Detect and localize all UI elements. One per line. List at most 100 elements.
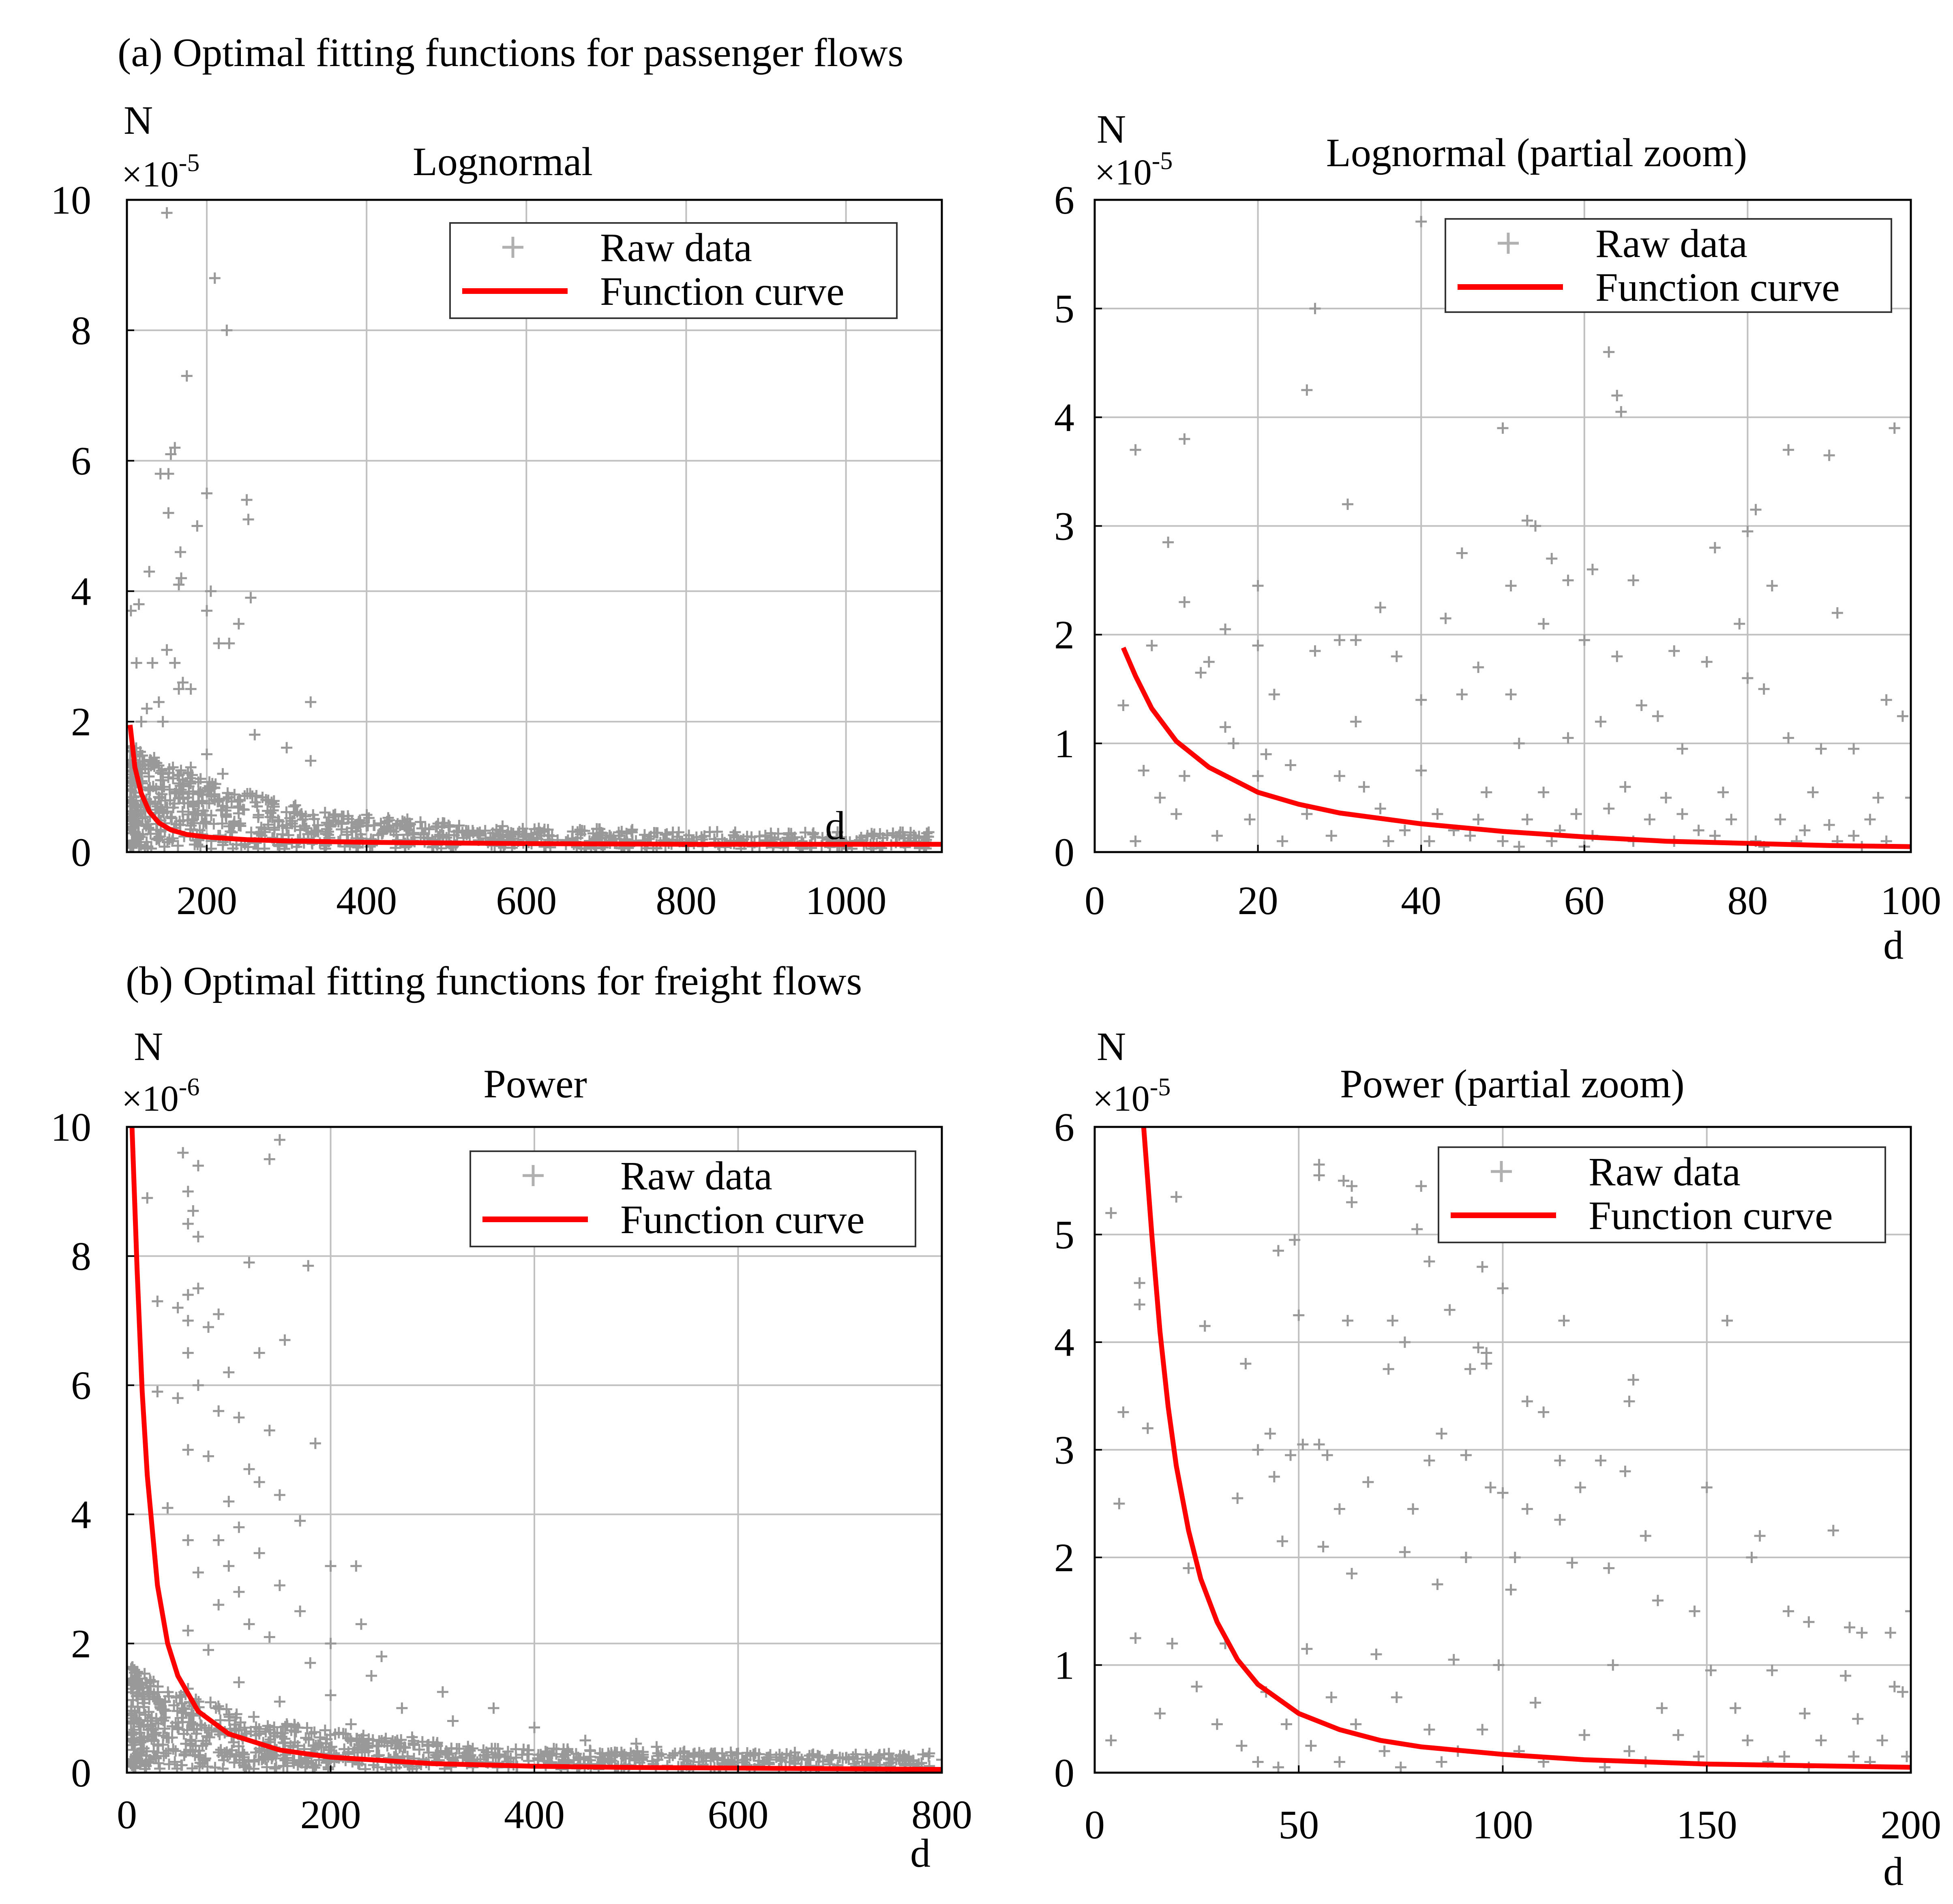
data-point [1783, 732, 1794, 744]
data-point [177, 1147, 189, 1159]
data-point [272, 814, 284, 826]
data-point [1497, 422, 1509, 434]
data-point [319, 807, 331, 818]
data-point [808, 827, 819, 839]
data-point [156, 765, 168, 777]
data-point [887, 827, 899, 839]
data-point [917, 1749, 929, 1761]
data-point [776, 1755, 787, 1767]
y-tick-label: 6 [1054, 1105, 1074, 1150]
data-point [170, 1717, 182, 1728]
data-point [343, 1746, 354, 1758]
data-point [1586, 563, 1598, 575]
data-point [233, 1521, 245, 1533]
data-point [651, 1741, 662, 1753]
data-point [217, 768, 229, 780]
data-point [175, 546, 187, 558]
data-point [1130, 835, 1141, 847]
y-tick-label: 6 [71, 439, 91, 484]
x-tick-label: 800 [656, 878, 716, 923]
data-point [148, 1675, 159, 1687]
data-point [1293, 1309, 1305, 1321]
data-point [1799, 1707, 1811, 1719]
data-point [127, 837, 138, 849]
data-point [233, 1411, 245, 1423]
data-point [862, 830, 873, 842]
y-tick-label: 5 [1054, 1212, 1074, 1257]
data-point [442, 1749, 453, 1761]
data-point [336, 818, 348, 830]
data-point [167, 1743, 179, 1755]
data-point [1179, 433, 1190, 445]
data-point [667, 1750, 679, 1761]
data-point [492, 1743, 504, 1754]
data-point [1799, 825, 1811, 836]
y-tick-label: 5 [1054, 286, 1074, 331]
x-tick-label: 150 [1676, 1802, 1737, 1847]
data-point [173, 683, 185, 695]
data-point [216, 818, 228, 829]
data-point [173, 579, 185, 591]
data-point [161, 644, 173, 656]
y-axis-label: N [124, 98, 153, 143]
y-tick-label: 6 [71, 1363, 91, 1408]
data-point [382, 822, 393, 834]
data-point [181, 370, 193, 382]
data-point [1689, 1605, 1700, 1617]
data-point [239, 790, 251, 802]
data-point [1473, 1342, 1484, 1354]
data-point [220, 809, 232, 821]
data-point [725, 1746, 737, 1758]
data-point [253, 1547, 265, 1559]
data-point [1595, 1455, 1607, 1467]
data-point [203, 1724, 215, 1736]
data-point [201, 605, 213, 617]
data-point [163, 507, 174, 519]
data-point [154, 792, 165, 804]
chart-title: Power (partial zoom) [1340, 1061, 1685, 1106]
data-point [274, 1696, 285, 1707]
data-point [609, 1750, 620, 1761]
data-point [305, 755, 317, 767]
data-point [1407, 1503, 1419, 1515]
data-point [213, 1308, 225, 1320]
data-point [189, 1750, 201, 1761]
data-point [354, 814, 366, 826]
data-point [1754, 1530, 1766, 1542]
data-point [1423, 1455, 1435, 1467]
data-point [1333, 1756, 1345, 1768]
data-point [521, 1748, 533, 1760]
data-point [148, 760, 160, 772]
data-point [1623, 1396, 1635, 1407]
x-tick-label: 50 [1278, 1802, 1319, 1847]
data-point [1154, 1707, 1166, 1719]
data-point [1562, 732, 1574, 744]
data-point [182, 1186, 194, 1197]
data-point [324, 1742, 336, 1754]
function-curve [1141, 1127, 1911, 1770]
data-point [262, 1720, 274, 1732]
data-point [910, 832, 922, 844]
data-point [1301, 808, 1313, 820]
data-point [201, 488, 213, 499]
data-point [143, 771, 155, 782]
data-point [1493, 1659, 1505, 1671]
data-point [241, 788, 253, 800]
legend-box [449, 222, 898, 319]
data-point [1554, 1514, 1566, 1526]
data-point [155, 767, 167, 779]
data-point [1436, 1428, 1447, 1439]
data-point [172, 1392, 184, 1404]
data-point [245, 592, 257, 604]
data-point [1199, 1320, 1211, 1332]
data-point [593, 823, 605, 835]
data-point [132, 1748, 144, 1759]
data-point [1856, 1627, 1868, 1638]
y-scale-factor: ×10-5 [122, 149, 199, 195]
data-point [203, 1644, 214, 1656]
y-axis-label: N [1097, 1024, 1126, 1069]
legend-raw-marker [523, 1165, 544, 1186]
data-point [1333, 634, 1345, 646]
data-point [652, 827, 663, 839]
